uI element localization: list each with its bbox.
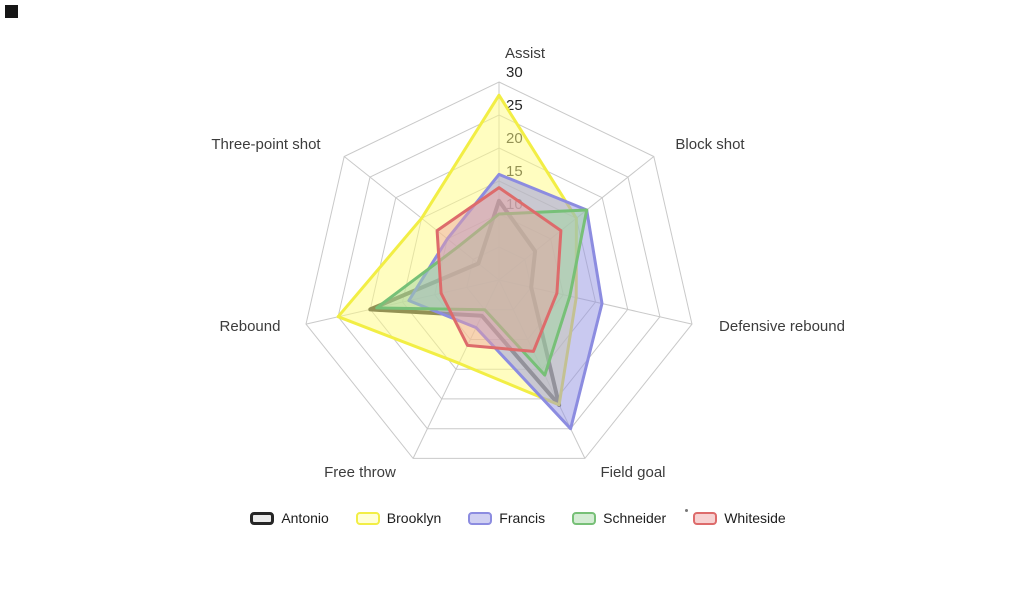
axis-label: Block shot [675,136,745,153]
grid-ring [337,114,661,430]
corner-artifact [5,5,18,18]
legend-item-whiteside[interactable]: Whiteside [685,508,786,526]
tick-label: 25 [506,97,523,114]
legend-label: Francis [499,510,546,526]
legend-label: Brooklyn [386,510,442,526]
speck-artifact [685,508,689,512]
legend-item-brooklyn[interactable]: Brooklyn [355,510,442,526]
grid-ring [305,81,693,459]
legend-item-schneider[interactable]: Schneider [572,511,666,525]
axis-label: Free throw [324,464,396,481]
legend-label: Schneider [603,510,667,526]
tick-label: 30 [506,64,523,81]
axis-label: Three-point shot [211,136,321,153]
axis-label: Assist [505,45,546,62]
axis-label: Defensive rebound [719,318,845,335]
legend-item-antonio[interactable]: Antonio [250,510,329,526]
legend-swatch-icon [693,511,718,525]
legend-swatch-icon [355,511,380,525]
radar-polygon-schneider[interactable] [375,208,589,377]
legend-item-francis[interactable]: Francis [468,511,545,525]
legend-label: Antonio [281,510,329,526]
axis-label: Rebound [220,318,281,335]
legend-label: Whiteside [724,510,786,526]
chart-legend: Antonio Brooklyn Francis Schneider Whiteside [0,503,1036,533]
radar-polygon-whiteside[interactable] [435,186,563,353]
axis-label: Field goal [600,464,665,481]
grid-ring [369,147,629,400]
legend-swatch-icon [468,511,493,525]
legend-swatch-icon [572,511,597,525]
legend-swatch-icon [250,511,275,525]
